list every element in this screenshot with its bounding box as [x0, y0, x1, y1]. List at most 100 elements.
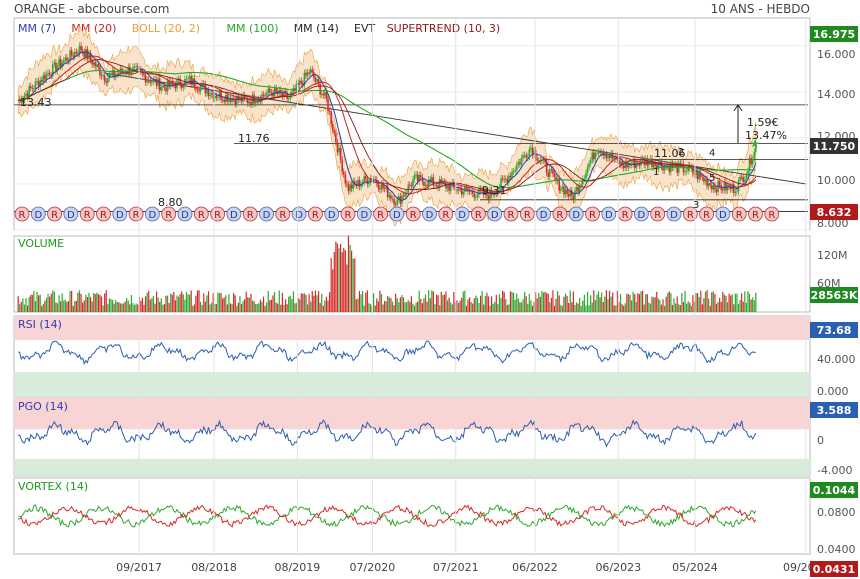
- indicator-legend: MM (7) MM (20) BOLL (20, 2) MM (100) MM (14)…: [18, 22, 500, 35]
- candle: [127, 66, 130, 74]
- candle: [272, 93, 274, 97]
- candle: [714, 185, 716, 190]
- candle: [375, 179, 378, 184]
- candle: [349, 184, 351, 192]
- volume-bar: [404, 302, 406, 312]
- candle: [750, 157, 752, 165]
- candle: [300, 80, 303, 84]
- volume-bar: [272, 295, 274, 312]
- volume-bar: [291, 299, 293, 312]
- candle: [670, 163, 672, 173]
- volume-bar: [651, 296, 653, 312]
- volume-bar: [281, 292, 284, 312]
- volume-bar: [91, 301, 93, 312]
- candle: [294, 88, 296, 91]
- candle: [229, 98, 232, 102]
- volume-bar: [574, 304, 576, 312]
- volume-bar: [100, 296, 103, 312]
- candle: [423, 181, 425, 186]
- volume-bar: [671, 304, 674, 312]
- candle: [668, 165, 671, 173]
- volume-bar: [437, 295, 439, 312]
- volume-bar: [615, 305, 617, 312]
- candle: [591, 152, 594, 161]
- event-marker-label: R: [410, 210, 417, 221]
- event-marker: [96, 206, 111, 222]
- volume-bar: [236, 305, 238, 312]
- candle: [390, 195, 392, 199]
- volume-bar: [173, 292, 175, 312]
- volume-bar: [519, 302, 521, 312]
- volume-bar: [747, 291, 749, 312]
- event-marker: [177, 206, 193, 222]
- candle: [588, 163, 590, 168]
- volume-bar: [64, 299, 66, 312]
- candle: [50, 75, 52, 77]
- volume-bar: [646, 294, 648, 312]
- volume-bar: [616, 291, 619, 312]
- volume-bar: [56, 303, 59, 312]
- candle: [448, 185, 450, 191]
- volume-bar: [618, 302, 620, 312]
- event-marker-label: D: [328, 210, 336, 221]
- volume-bar: [450, 302, 452, 312]
- volume-bar: [421, 303, 423, 312]
- candle: [698, 173, 701, 180]
- candle: [685, 170, 688, 172]
- volume-bar: [132, 303, 134, 312]
- volume-bar: [294, 303, 296, 312]
- volume-bar: [148, 290, 150, 312]
- volume-bar: [533, 301, 535, 312]
- volume-bar: [88, 292, 90, 312]
- volume-bar: [286, 304, 288, 312]
- volume-bar: [726, 302, 729, 312]
- volume-bar: [748, 293, 751, 312]
- volume-bar: [483, 304, 485, 312]
- candle: [254, 102, 257, 104]
- volume-bar: [126, 298, 128, 312]
- event-marker-label: D: [149, 210, 157, 221]
- candle: [269, 88, 271, 93]
- volume-bar: [585, 305, 587, 312]
- volume-bar: [638, 294, 641, 312]
- volume-bar: [752, 297, 754, 312]
- candle: [511, 171, 513, 178]
- volume-bar: [110, 298, 112, 312]
- supertrend-badge: [810, 204, 858, 220]
- x-tick-label: 08/2019: [275, 561, 321, 574]
- candle: [366, 179, 369, 185]
- volume-bar: [668, 291, 670, 312]
- candle: [681, 163, 683, 166]
- candle: [385, 186, 388, 189]
- volume-bar: [336, 243, 339, 312]
- event-marker-label: D: [638, 210, 646, 221]
- candle: [437, 185, 439, 188]
- volume-bar: [478, 303, 480, 312]
- volume-bar: [212, 293, 214, 312]
- volume-bar: [49, 296, 51, 312]
- event-marker-label: R: [100, 210, 107, 221]
- candle: [144, 75, 147, 83]
- volume-bar: [701, 304, 703, 312]
- volume-bar: [443, 294, 446, 312]
- volume-bar: [53, 291, 55, 312]
- candle: [638, 163, 641, 166]
- event-marker-label: D: [458, 210, 466, 221]
- candle: [553, 173, 556, 177]
- volume-bar: [376, 298, 378, 312]
- candle: [287, 98, 290, 100]
- pgo-tick-label: -4.000: [817, 464, 852, 477]
- candle: [462, 191, 465, 195]
- candle: [578, 186, 581, 192]
- candle: [696, 171, 699, 180]
- volume-bar: [214, 303, 216, 312]
- rsi-badge-text: 73.68: [817, 324, 852, 337]
- candle: [29, 86, 32, 88]
- volume-bar: [177, 296, 180, 312]
- candle: [162, 85, 164, 88]
- volume-bar: [675, 303, 677, 312]
- candle: [637, 162, 639, 164]
- volume-bar: [368, 303, 370, 312]
- volume-bar: [218, 293, 221, 312]
